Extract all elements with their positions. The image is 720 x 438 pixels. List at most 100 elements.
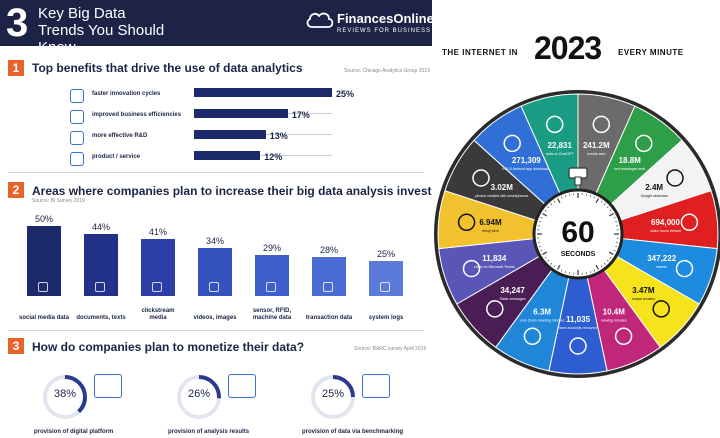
youtube-icon [680,213,699,232]
donut-fill [311,375,355,419]
zoom-icon [523,327,542,346]
investment-label: social media data [18,315,70,321]
tick-mark [540,217,543,219]
section3-number: 3 [8,338,24,354]
left-infographic: 3 Key Big Data Trends You Should Know Fi… [0,0,461,436]
tick-mark [540,249,543,251]
benefit-value: 17% [291,110,310,120]
tick-mark [550,203,553,206]
investment-label: transaction data [305,315,353,321]
section3-source: Source: BARC survey April 2019 [354,346,427,352]
benefit-label: faster innovation cycles [92,91,161,97]
camera-icon [472,169,490,187]
benefit-label: improved business efficiencies [92,112,182,118]
tick-mark [542,251,548,256]
emoji-icon [457,213,476,232]
internet-title-year: 2023 [534,30,602,66]
tick-mark [608,251,614,256]
investment-value: 25% [376,249,395,259]
teams-icon [462,259,481,278]
investment-bar [84,234,118,296]
center-seconds-label: SECONDS [561,251,596,258]
divider [8,330,424,331]
tick-mark [600,200,603,203]
monetize-item: 26% provision of analysis results [168,372,298,436]
segment-value: 347,222 [647,254,676,263]
stopwatch-face [532,188,624,280]
investment-bar [312,256,346,296]
benefit-value: 25% [336,89,355,99]
tick-mark [589,271,591,274]
google-icon [666,169,684,187]
stopwatch-wheel: 241.2M emails sent 18.8M text messages sent… [434,90,720,378]
logo-tagline: REVIEWS FOR BUSINESS [337,28,432,34]
tick-mark [603,262,606,265]
investment-label: sensor, RFID, machine data [252,308,292,321]
tick-mark [565,194,567,197]
tick-mark [595,264,600,270]
gauge-icon [70,110,84,124]
platform-icon [94,374,122,398]
investment-column: 28% transaction data [306,210,352,350]
sensor-icon [266,282,276,292]
segment-value: 11,834 [482,254,507,263]
section1-number: 1 [8,60,24,76]
investment-column: 44% documents, texts [76,210,125,350]
benefit-bar [194,130,266,139]
segment-value: 271,309 [512,156,541,165]
cart-icon [323,282,333,292]
investment-column: 34% videos, images [193,210,237,350]
header-number: 3 [6,1,29,45]
monetize-item: 25% provision of data via benchmarking [302,372,432,436]
investment-label: videos, images [193,315,237,321]
benchmark-icon [362,374,390,398]
tick-mark [553,265,556,268]
bar-track [194,155,332,156]
tick-mark [609,209,612,212]
segment-value: 10.4M [603,307,626,316]
segment-value: 34,247 [500,286,525,295]
segment-label: emoji sent [482,229,498,233]
tick-mark [600,265,603,268]
section2-source: Source: BI Survey 2019 [32,198,85,204]
investment-label: system logs [368,315,404,321]
segment-label: solo Zoom meeting minutes [520,318,564,322]
segment-value: 3.47M [632,286,655,295]
segment-label: face accounts removed [559,326,596,330]
appstore-icon [503,134,521,153]
right-infographic: THE INTERNET IN 2023 EVERY MINUTE 241.2M… [432,0,720,438]
monetize-donut [43,375,87,419]
monetize-donut [311,375,355,419]
segment-value: 3.02M [491,183,514,192]
benefit-label: more effective R&D [92,133,148,139]
tick-mark [593,196,595,199]
tick-mark [561,196,563,199]
internet-title-suffix: EVERY MINUTE [618,48,684,57]
monetize-donut [177,375,221,419]
benefit-row: faster innovation cycles 25% [70,88,354,104]
benefit-bar [194,109,288,118]
investment-column: 25% system logs [364,210,408,350]
mail-icon [592,115,611,134]
monetize-value: 38% [53,388,77,400]
facebook-icon [569,337,587,355]
donut-fill [177,375,221,419]
segment-value: 18.8M [619,156,642,165]
monetize-label: provision of analysis results [168,429,250,435]
benefit-value: 12% [264,152,283,162]
segment-label: snaps created [632,297,655,301]
slack-icon [486,300,504,318]
tick-mark [609,256,612,259]
investment-bar [255,255,289,296]
tick-mark [603,203,606,206]
tick-mark [538,245,541,247]
segment-label: visits to ChatGPT [546,152,575,156]
tick-mark [538,221,541,223]
cloud-icon [306,12,334,28]
monetize-item: 38% provision of digital platform [34,372,164,436]
investment-column: 41% clickstream media [136,210,180,350]
cycle-icon [70,89,84,103]
header-title: Key Big Data Trends You Should Know [38,5,165,56]
monetize-value: 26% [187,388,211,400]
financesonline-logo: FinancesOnline REVIEWS FOR BUSINESS [305,6,434,40]
